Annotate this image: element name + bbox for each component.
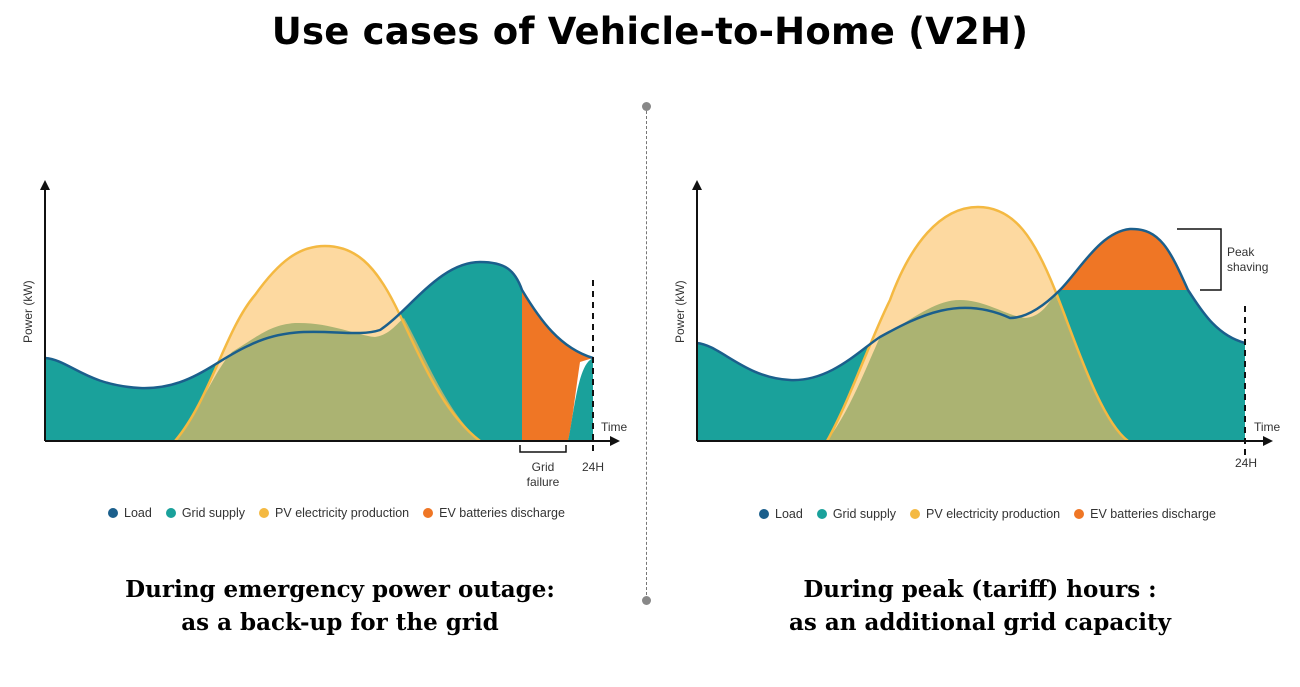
left-caption-line-1: During emergency power outage: [125,576,555,603]
right-caption: During peak (tariff) hours : as an addit… [700,573,1260,639]
left-pv-line [174,244,481,442]
left-ev-discharge-area [522,290,593,441]
right-caption-line-2: as an additional grid capacity [788,609,1171,636]
right-peak-label-2: shaving [1227,260,1268,274]
right-legend: Load Grid supply PV electricity producti… [759,507,1230,521]
legend-item-grid-supply: Grid supply [816,507,896,521]
left-load-line [44,260,594,390]
left-x-label: Time [601,420,628,434]
left-caption: During emergency power outage: as a back… [60,573,620,639]
right-chart: Peak shaving Time 24H Power (kW) [673,180,1281,470]
right-y-label: Power (kW) [673,280,687,343]
left-grid-failure-label: Grid [532,460,555,474]
right-overlap-area [827,294,1128,441]
legend-item-grid-supply: Grid supply [165,506,245,520]
left-grid-failure-label-2: failure [527,475,560,489]
right-load-line [696,227,1246,382]
left-caption-line-2: as a back-up for the grid [181,609,499,636]
right-24h-label: 24H [1235,456,1257,470]
legend-item-load: Load [759,507,803,521]
legend-item-ev: EV batteries discharge [1074,507,1216,521]
right-caption-line-1: During peak (tariff) hours : [803,576,1157,603]
left-overlap-area [175,318,480,441]
panel-divider [646,106,647,600]
page-title: Use cases of Vehicle-to-Home (V2H) [271,10,1029,53]
legend-item-ev: EV batteries discharge [423,506,565,520]
legend-item-pv: PV electricity production [259,506,409,520]
left-chart: Time 24H Grid failure Power (kW) [21,180,628,489]
right-peak-bracket [1177,228,1222,291]
right-pv-line [825,205,1129,442]
divider-bottom-dot [642,596,651,605]
right-peak-label: Peak [1227,245,1255,259]
right-x-label: Time [1254,420,1281,434]
left-24h-label: 24H [582,460,604,474]
legend-item-pv: PV electricity production [910,507,1060,521]
left-grid-failure-bracket [519,445,567,453]
legend-item-load: Load [108,506,152,520]
divider-top-dot [642,102,651,111]
right-ev-peak-area [1060,228,1188,290]
left-legend: Load Grid supply PV electricity producti… [108,506,579,520]
left-y-label: Power (kW) [21,280,35,343]
left-grid-recovery-area [568,358,593,441]
